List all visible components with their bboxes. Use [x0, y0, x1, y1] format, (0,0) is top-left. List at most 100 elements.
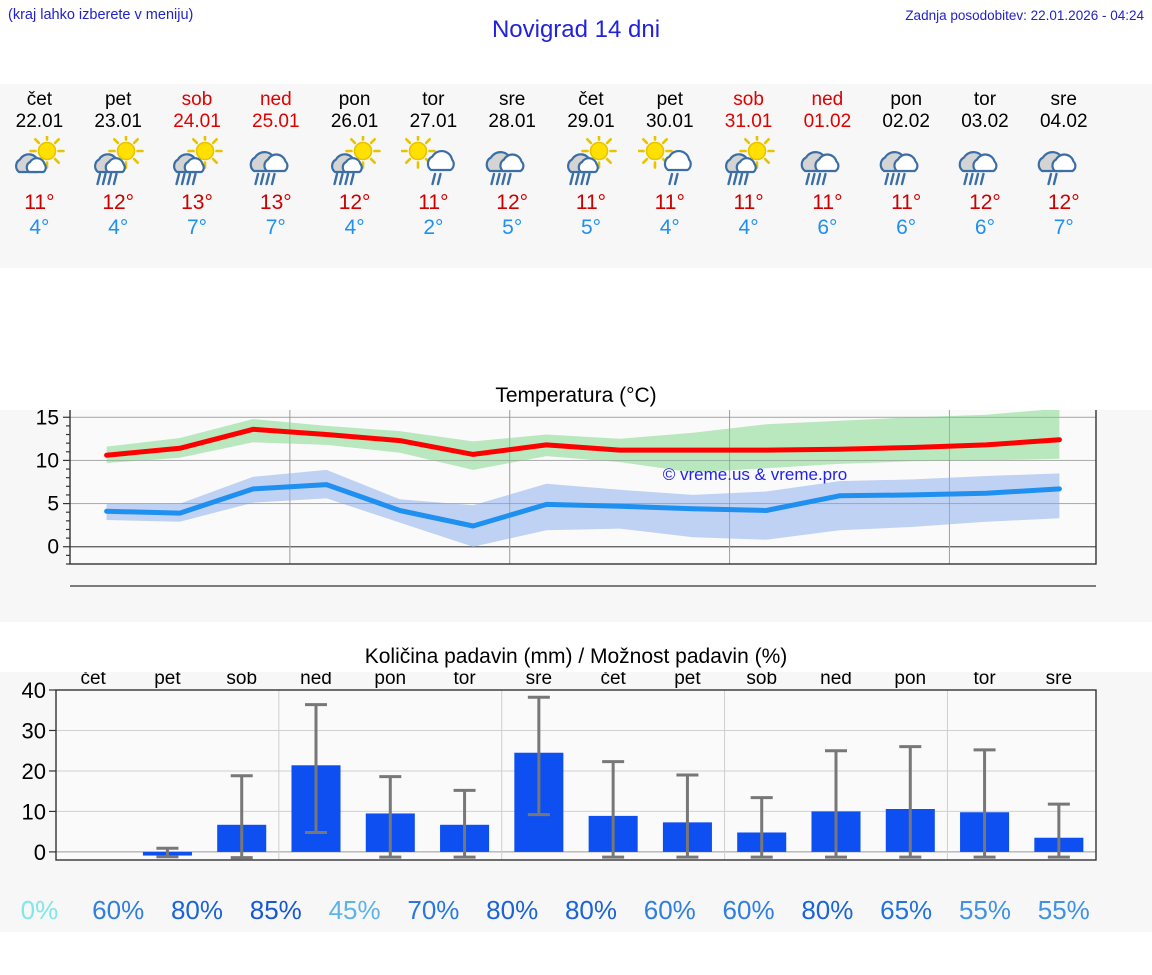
sun-cloud-rain-icon	[552, 134, 631, 190]
day-temp-max: 11°	[812, 191, 843, 214]
forecast-day-column[interactable]: čet 29.01 11° 5°	[552, 84, 631, 268]
temp-y-axis-label: 15	[36, 406, 59, 429]
day-temp-min: 4°	[29, 216, 50, 239]
day-temp-min: 7°	[265, 216, 286, 239]
precip-day-label: sre	[526, 668, 552, 689]
forecast-day-column[interactable]: pon 02.02 11° 6°	[867, 84, 946, 268]
precipitation-probability-row: 0% 60% 80% 85% 45% 70% 80% 80% 60% 60% 80% 65% 55% 55…	[0, 895, 1152, 935]
precip-day-label: pon	[894, 668, 926, 689]
chart-watermark: © vreme.us & vreme.pro	[663, 465, 847, 484]
day-date: 04.02	[1039, 111, 1088, 132]
precip-y-axis-label: 40	[22, 678, 46, 703]
day-date: 28.01	[488, 111, 536, 132]
day-temp-min: 7°	[1053, 216, 1074, 239]
day-date: 22.01	[15, 111, 64, 132]
precipitation-probability: 45%	[328, 895, 381, 925]
precip-y-axis-label: 10	[22, 799, 46, 824]
day-name: pon	[338, 89, 371, 110]
day-temp-max: 12°	[338, 191, 371, 214]
precipitation-error-bar	[230, 774, 253, 860]
day-date: 26.01	[330, 111, 379, 132]
forecast-day-column[interactable]: pet 23.01 12° 4°	[79, 84, 158, 268]
forecast-day-column[interactable]: sob 24.01 13° 7°	[158, 84, 237, 268]
day-temp-max: 13°	[181, 191, 213, 214]
day-date: 24.01	[173, 111, 221, 132]
precip-day-label: pet	[674, 668, 701, 689]
precipitation-probability: 80%	[170, 895, 224, 925]
forecast-day-column[interactable]: čet 22.01 11° 4°	[0, 84, 79, 268]
precipitation-chart: čet pet sob ned pon tor sre čet pet sob ned pon tor s…	[0, 642, 1152, 902]
cloud-rain-icon	[946, 134, 1025, 190]
temperature-chart-title: Temperatura (°C)	[0, 382, 1152, 410]
precipitation-error-bar	[602, 760, 625, 859]
precipitation-error-bar	[527, 695, 550, 817]
day-name: čet	[578, 89, 604, 110]
menu-hint: (kraj lahko izberete v meniju)	[8, 7, 194, 23]
precipitation-error-bar	[676, 773, 699, 859]
day-name: sob	[181, 89, 213, 110]
cloud-rain-icon	[473, 134, 552, 190]
sun-cloud-rain-icon	[315, 134, 394, 190]
forecast-day-column[interactable]: tor 27.01 11° 2°	[394, 84, 473, 268]
precipitation-error-bar	[899, 745, 922, 859]
forecast-day-column[interactable]: sob 31.01 11° 4°	[709, 84, 788, 268]
day-name: sre	[498, 89, 526, 110]
day-name: sob	[733, 89, 764, 110]
day-temp-max: 11°	[418, 191, 449, 214]
forecast-day-column[interactable]: sre 28.01 12° 5°	[473, 84, 552, 268]
temperature-series-line	[104, 426, 1062, 458]
precip-y-axis-label: 30	[22, 718, 46, 743]
day-temp-min: 4°	[108, 216, 129, 239]
day-name: tor	[422, 89, 445, 110]
cloud-rain-light-icon	[1024, 134, 1103, 190]
cloud-rain-icon	[867, 134, 946, 190]
forecast-day-column[interactable]: pon 26.01 12° 4°	[315, 84, 394, 268]
sun-cloud-rain-left-icon	[630, 134, 709, 190]
day-temp-max: 11°	[891, 191, 922, 214]
forecast-day-column[interactable]: tor 03.02 12° 6°	[946, 84, 1025, 268]
day-temp-min: 5°	[580, 216, 602, 239]
forecast-strip: čet 22.01 11° 4° pet 23.01 12° 4° sob 24.01 13° 7° n…	[0, 84, 1152, 268]
sun-cloud-icon	[0, 134, 79, 190]
precipitation-probability: 80%	[564, 895, 617, 925]
day-temp-max: 12°	[102, 191, 135, 214]
day-temp-min: 6°	[974, 216, 995, 239]
precipitation-probability: 0%	[20, 895, 59, 925]
sun-cloud-rain-icon	[709, 134, 788, 190]
precip-day-label: sre	[1046, 668, 1072, 689]
precip-day-label: čet	[80, 668, 106, 689]
temperature-chart-block: Temperatura (°C) 0 5 10 15 © vreme.us & vrem…	[0, 382, 1152, 622]
day-temp-min: 7°	[186, 216, 208, 239]
precipitation-chart-block: Količina padavin (mm) / Možnost padavin …	[0, 642, 1152, 932]
page-header: (kraj lahko izberete v meniju) Novigrad …	[0, 0, 1152, 52]
forecast-day-column[interactable]: sre 04.02 12° 7°	[1024, 84, 1103, 268]
forecast-day-column[interactable]: ned 25.01 13° 7°	[236, 84, 315, 268]
sun-cloud-rain-icon	[79, 134, 158, 190]
precipitation-chart-title: Količina padavin (mm) / Možnost padavin …	[0, 642, 1152, 672]
day-name: ned	[811, 89, 844, 110]
day-name: pon	[890, 89, 923, 110]
precipitation-probability: 70%	[407, 895, 460, 925]
forecast-day-column[interactable]: pet 30.01 11° 4°	[630, 84, 709, 268]
day-temp-min: 5°	[502, 216, 523, 239]
day-temp-min: 6°	[896, 216, 917, 239]
temp-y-axis-label: 10	[36, 449, 59, 472]
forecast-day-column[interactable]: ned 01.02 11° 6°	[788, 84, 867, 268]
day-date: 23.01	[94, 111, 142, 132]
cloud-rain-icon	[236, 134, 315, 190]
day-temp-max: 12°	[496, 191, 529, 214]
day-date: 01.02	[803, 111, 852, 132]
day-temp-max: 11°	[575, 191, 607, 214]
day-temp-max: 12°	[1047, 191, 1080, 214]
precip-day-label: pet	[154, 668, 181, 689]
precip-day-label: tor	[453, 668, 476, 689]
day-name: pet	[104, 89, 132, 110]
precip-day-label: ned	[300, 668, 332, 689]
precip-day-label: sob	[746, 668, 777, 689]
sun-cloud-rain-left-icon	[394, 134, 473, 190]
day-name: čet	[26, 89, 53, 110]
day-temp-max: 13°	[259, 191, 292, 214]
temp-y-axis-label: 0	[47, 536, 59, 559]
day-name: tor	[973, 89, 997, 110]
day-temp-max: 11°	[733, 191, 764, 214]
